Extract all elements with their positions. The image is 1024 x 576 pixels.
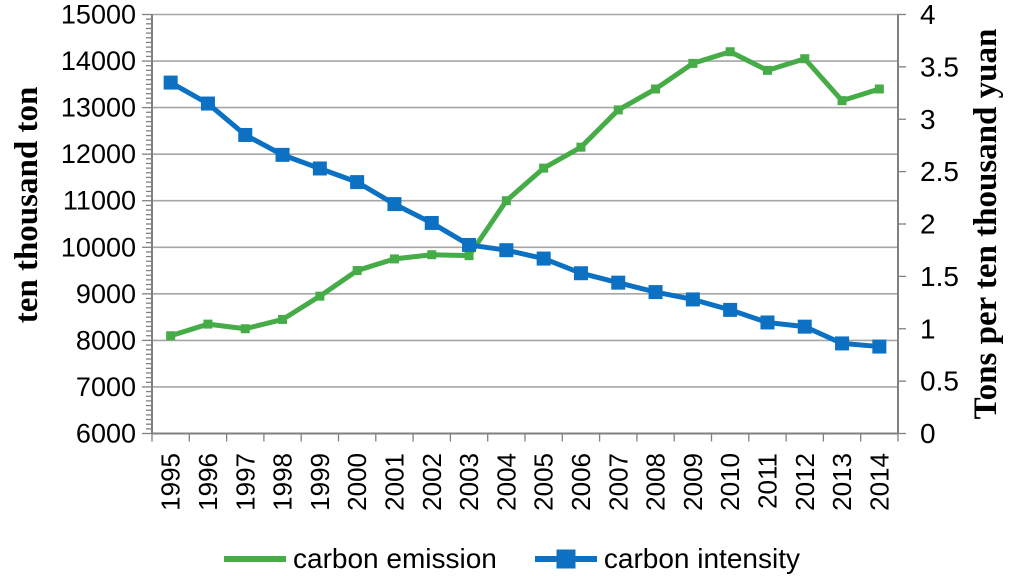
y-left-tick-label: 7000 — [76, 372, 136, 402]
x-tick-label: 2000 — [342, 453, 372, 511]
carbon-emission-marker — [613, 105, 623, 115]
x-tick-label: 2014 — [864, 453, 894, 511]
y-left-tick-label: 11000 — [63, 186, 136, 216]
carbon-intensity-marker — [350, 175, 365, 190]
y-right-tick-label: 0 — [920, 418, 936, 449]
legend: carbon emission carbon intensity — [0, 542, 1024, 576]
x-tick-label: 2004 — [491, 453, 521, 511]
carbon-emission-marker — [389, 254, 399, 264]
carbon-intensity-marker-swatch — [556, 549, 576, 569]
carbon-emission-marker — [725, 47, 735, 57]
carbon-intensity-marker — [872, 339, 887, 354]
carbon-intensity-marker — [611, 275, 626, 290]
legend-item-carbon-intensity: carbon intensity — [534, 543, 800, 574]
carbon-intensity-line — [169, 80, 880, 350]
x-tick-label: 2002 — [417, 453, 447, 511]
carbon-intensity-marker — [536, 251, 551, 266]
legend-item-carbon-emission: carbon emission — [224, 545, 497, 573]
carbon-intensity-marker — [723, 302, 738, 317]
legend-label-carbon-emission: carbon emission — [293, 543, 497, 574]
x-tick-label: 2007 — [603, 453, 633, 511]
carbon-emission-marker — [203, 319, 213, 329]
y-right-tick-label: 0.5 — [920, 366, 959, 397]
carbon-emission-line — [169, 49, 881, 339]
y-right-axis-title: Tons per ten thousand yuan — [968, 29, 1004, 420]
x-tick-label: 2001 — [379, 453, 409, 511]
carbon-intensity-marker — [275, 147, 290, 162]
y-left-tick-label: 14000 — [61, 46, 136, 76]
carbon-emission-marker — [539, 163, 549, 173]
x-tick-label: 2012 — [790, 453, 820, 511]
y-left-tick-label: 12000 — [61, 139, 136, 169]
carbon-intensity-marker — [835, 336, 850, 351]
y-right-tick-label: 3 — [920, 104, 936, 135]
y-right-tick-label: 1 — [920, 313, 936, 344]
y-left-tick-label: 13000 — [61, 93, 136, 123]
x-tick-label: 2011 — [752, 453, 782, 509]
carbon-emission-marker — [688, 58, 698, 68]
x-tick-label: 2005 — [529, 453, 559, 511]
carbon-intensity-marker — [387, 197, 402, 212]
x-tick-label: 2006 — [566, 453, 596, 511]
carbon-intensity-marker — [238, 127, 253, 142]
x-tick-label: 2010 — [715, 453, 745, 511]
carbon-intensity-marker — [200, 96, 215, 111]
carbon-intensity-marker — [573, 266, 588, 281]
x-tick-label: 2009 — [678, 453, 708, 511]
carbon-emission-marker — [240, 324, 250, 334]
carbon-emission-marker — [837, 96, 847, 106]
carbon-emission-line-swatch — [224, 556, 286, 562]
carbon-emission-marker — [166, 331, 176, 341]
carbon-intensity-marker — [499, 243, 514, 258]
x-tick-label: 2008 — [641, 453, 671, 511]
x-tick-label: 2003 — [454, 453, 484, 511]
carbon-intensity-marker — [424, 215, 439, 230]
y-right-tick-label: 3.5 — [920, 51, 959, 82]
y-left-tick-label: 15000 — [61, 0, 136, 30]
carbon-intensity-marker — [312, 161, 327, 176]
carbon-intensity-marker — [760, 315, 775, 330]
carbon-emission-marker — [278, 314, 288, 324]
x-tick-label: 1995 — [156, 453, 186, 511]
carbon-emission-marker — [651, 84, 661, 94]
x-tick-label: 1997 — [230, 453, 260, 511]
y-left-tick-label: 10000 — [61, 232, 136, 262]
carbon-intensity-marker — [462, 237, 477, 252]
carbon-emission-marker — [352, 266, 362, 276]
x-tick-label: 1996 — [193, 453, 223, 511]
x-tick-label: 1999 — [305, 453, 335, 511]
carbon-intensity-marker — [797, 319, 812, 334]
carbon-emission-marker — [315, 291, 325, 301]
y-left-tick-label: 6000 — [76, 419, 136, 449]
carbon-intensity-line-swatch — [534, 549, 597, 569]
carbon-emission-marker — [800, 54, 810, 64]
carbon-emission-marker — [762, 65, 772, 75]
x-tick-label: 1998 — [268, 453, 298, 511]
y-right-tick-label: 2.5 — [920, 156, 959, 187]
carbon-intensity-marker — [648, 285, 663, 300]
y-right-tick-label: 1.5 — [920, 261, 959, 292]
carbon-emission-marker — [874, 84, 884, 94]
y-right-tick-label: 4 — [920, 0, 936, 30]
carbon-emission-marker — [576, 142, 586, 152]
carbon-emission-marker — [501, 196, 511, 206]
legend-label-carbon-intensity: carbon intensity — [603, 543, 800, 574]
x-tick-label: 2013 — [827, 453, 857, 511]
y-left-axis-title: ten thousand ton — [9, 87, 45, 324]
carbon-emission-marker — [464, 251, 474, 261]
y-right-tick-label: 2 — [920, 209, 936, 240]
carbon-intensity-marker — [685, 292, 700, 307]
y-left-tick-label: 9000 — [76, 279, 136, 309]
y-left-tick-label: 8000 — [76, 325, 136, 355]
carbon-emission-marker — [427, 250, 437, 260]
carbon-intensity-marker — [163, 75, 178, 90]
